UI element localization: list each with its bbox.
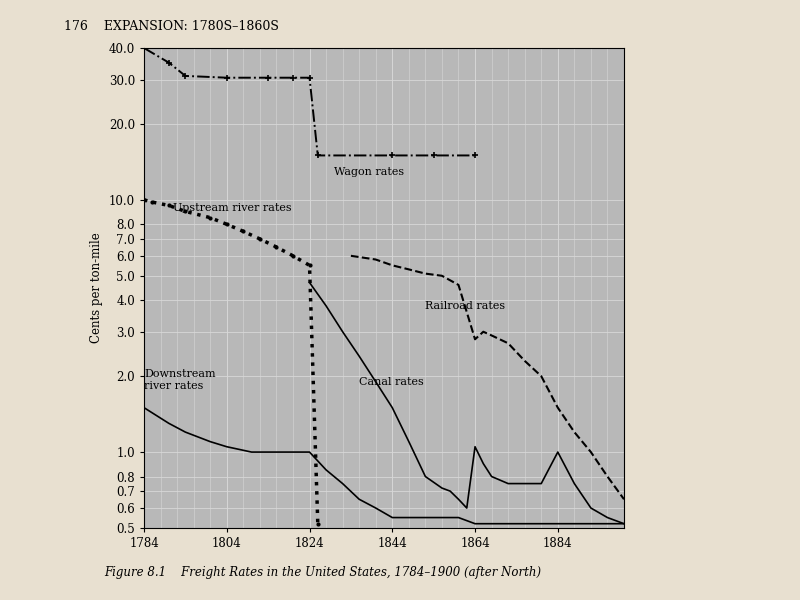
Y-axis label: Cents per ton-mile: Cents per ton-mile xyxy=(90,233,103,343)
Text: Canal rates: Canal rates xyxy=(359,377,424,386)
Text: Wagon rates: Wagon rates xyxy=(334,167,405,178)
Text: Railroad rates: Railroad rates xyxy=(426,301,506,311)
Text: Upstream river rates: Upstream river rates xyxy=(173,203,291,214)
Text: Figure 8.1    Freight Rates in the United States, 1784–1900 (after North): Figure 8.1 Freight Rates in the United S… xyxy=(104,566,541,579)
Text: Downstream
river rates: Downstream river rates xyxy=(144,369,216,391)
Text: 176    EXPANSION: 1780S–1860S: 176 EXPANSION: 1780S–1860S xyxy=(64,20,279,33)
